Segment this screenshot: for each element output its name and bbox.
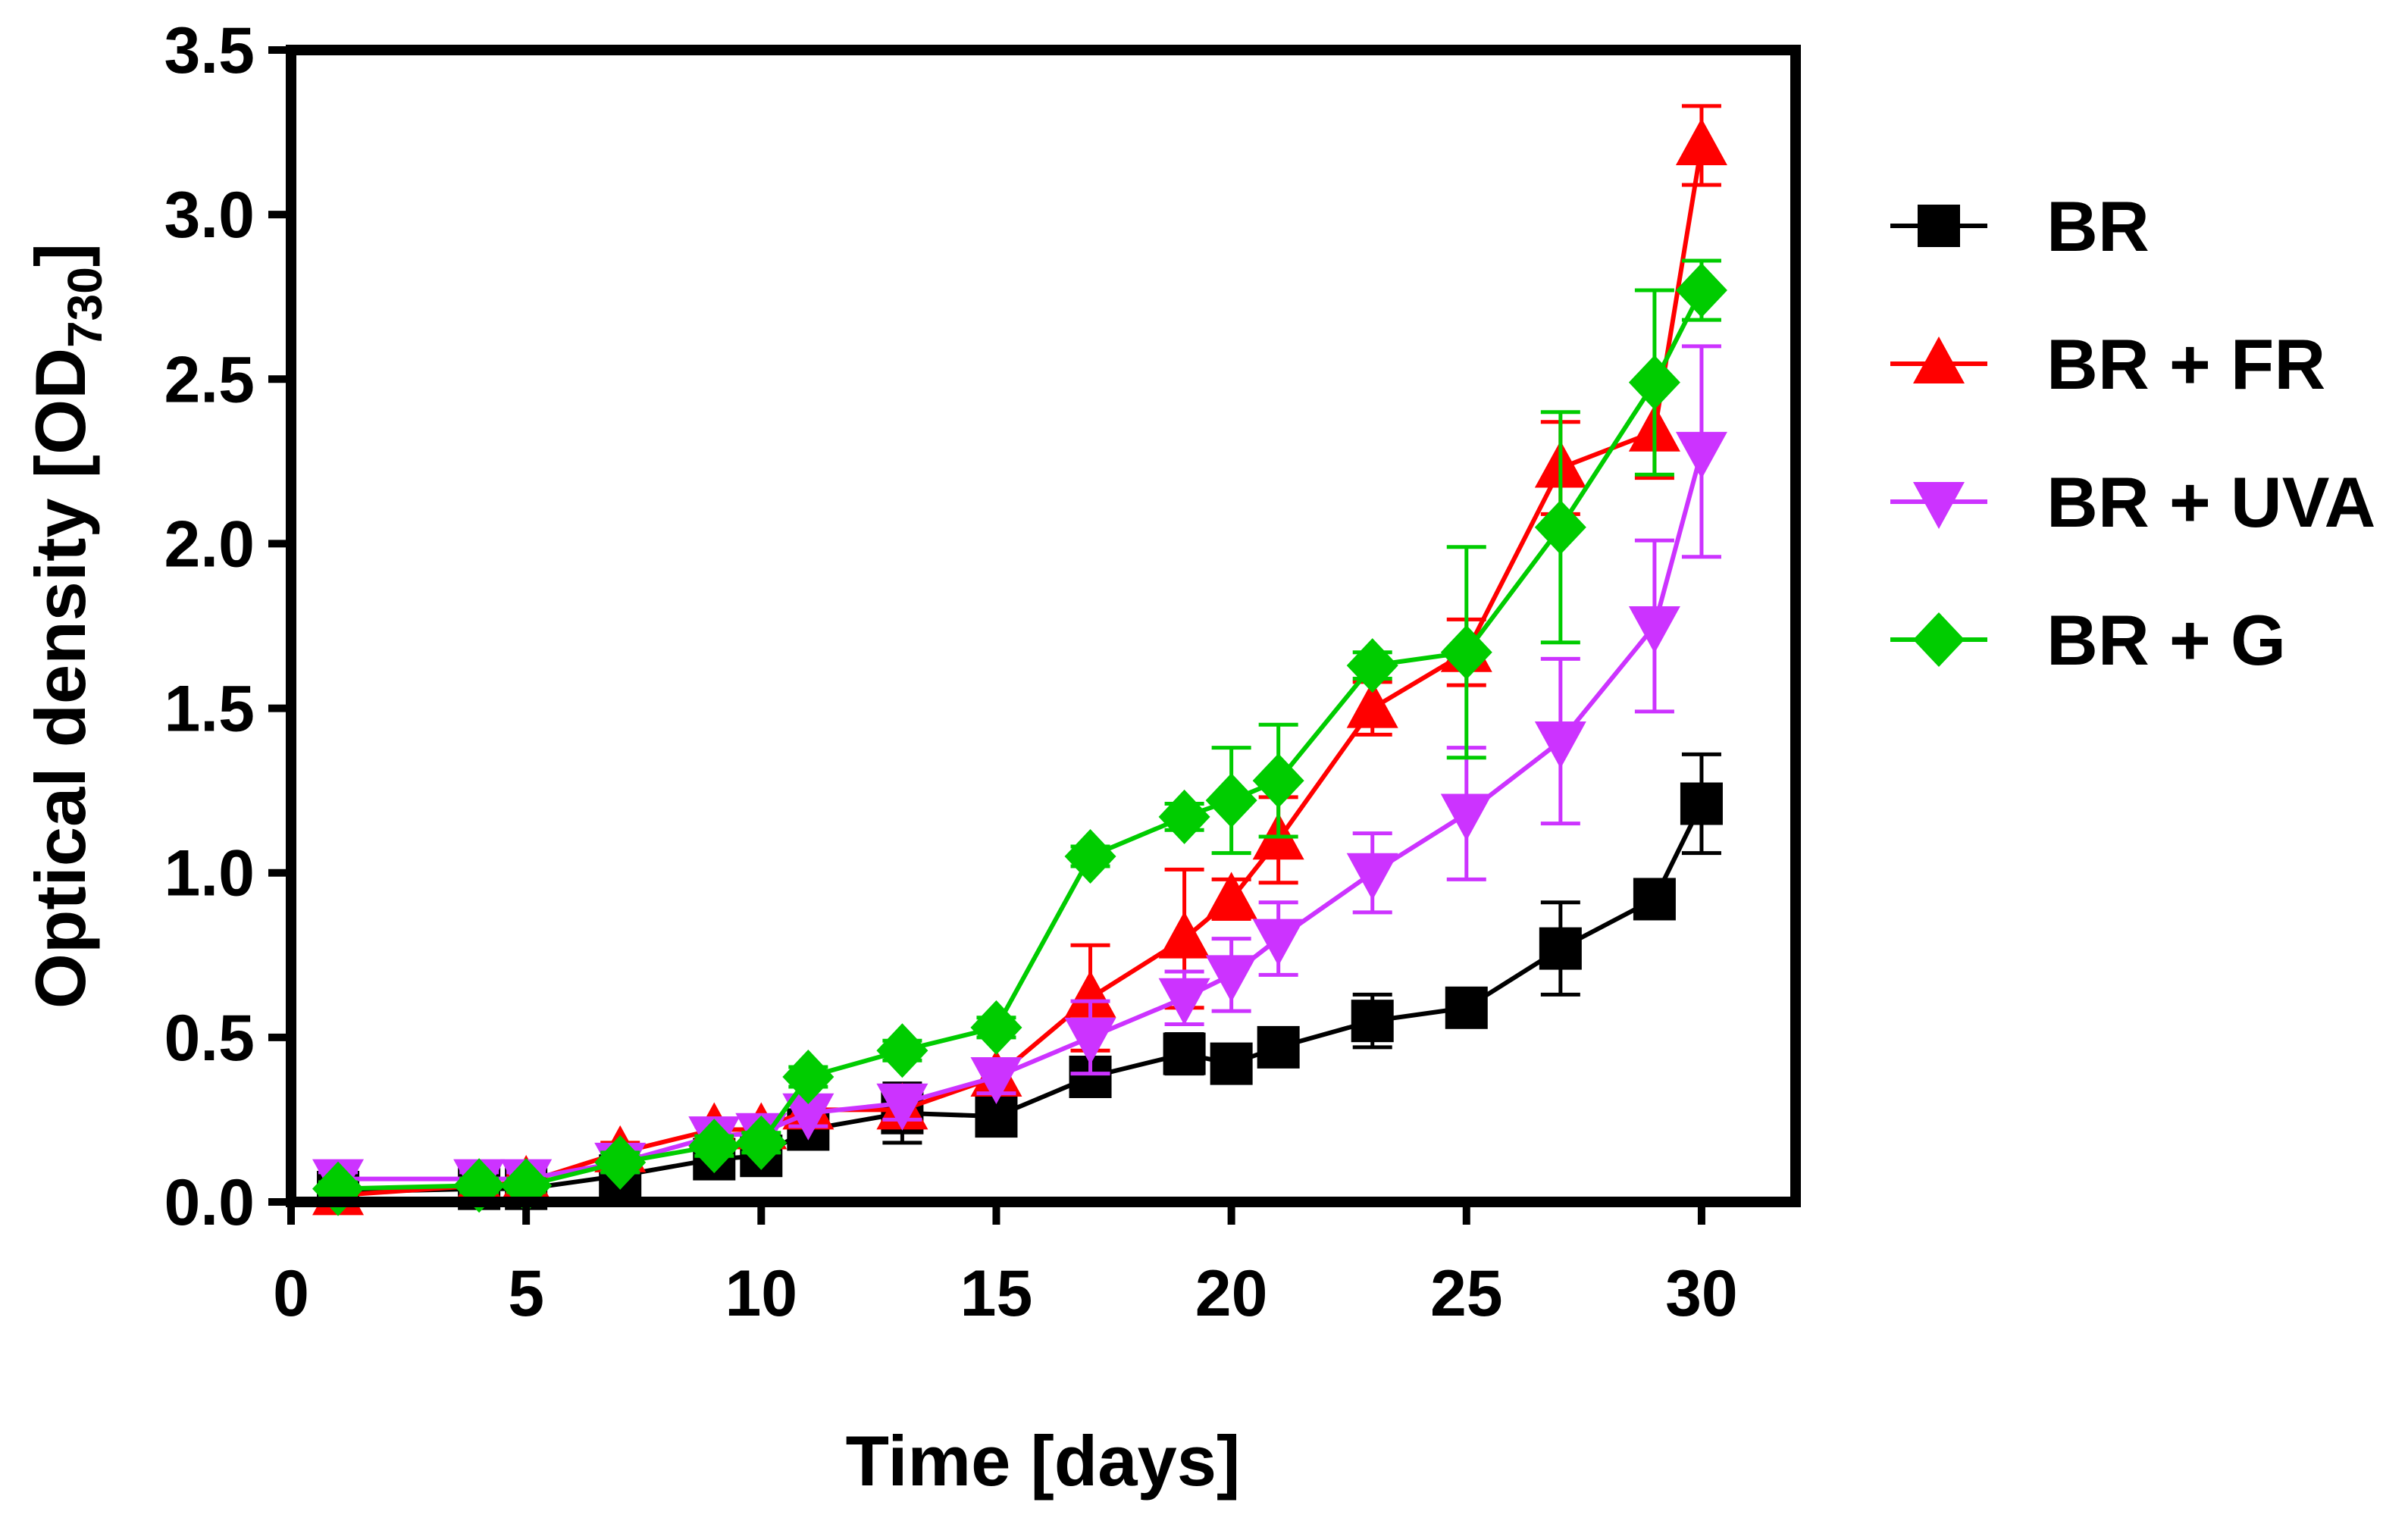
x-tick-label: 20 — [1195, 1257, 1268, 1330]
x-tick-label: 10 — [725, 1257, 797, 1330]
data-point — [1205, 773, 1257, 828]
data-point — [1252, 753, 1304, 809]
legend-label: BR + G — [2046, 600, 2286, 680]
data-point — [1675, 117, 1727, 165]
data-point — [1064, 970, 1116, 1018]
y-tick-label: 2.0 — [164, 508, 255, 581]
legend-item: BR + FR — [1890, 324, 2325, 404]
data-point — [1628, 606, 1680, 653]
y-tick-label: 1.0 — [164, 837, 255, 910]
data-point — [782, 1093, 835, 1141]
data-point — [1158, 978, 1210, 1025]
data-point — [1064, 1017, 1116, 1065]
plot-frame — [286, 45, 1801, 1207]
data-point — [1534, 721, 1586, 768]
x-tick-label: 30 — [1665, 1257, 1738, 1330]
x-tick-label: 25 — [1430, 1257, 1503, 1330]
y-tick-label: 2.5 — [164, 343, 255, 416]
data-point — [1675, 431, 1727, 479]
data-point — [1346, 638, 1398, 693]
data-point — [1158, 789, 1210, 844]
data-point — [1346, 681, 1398, 728]
data-point — [1346, 853, 1398, 900]
y-axis-label-close: ] — [20, 243, 100, 267]
data-point — [970, 1000, 1022, 1055]
data-point — [735, 1115, 788, 1170]
data-point — [1210, 1042, 1253, 1085]
data-point — [1539, 927, 1582, 970]
data-point — [1534, 499, 1586, 555]
data-point — [1445, 986, 1488, 1029]
x-tick-label: 0 — [273, 1257, 309, 1330]
data-point — [1205, 872, 1257, 919]
data-point — [594, 1134, 647, 1190]
legend-marker — [1913, 612, 1965, 667]
data-point — [1257, 1025, 1300, 1069]
series-line — [337, 289, 1704, 1191]
x-tick-label: 5 — [508, 1257, 544, 1330]
y-axis-label-subscript: 730 — [58, 267, 112, 348]
data-point — [970, 1056, 1022, 1104]
series-line — [337, 145, 1704, 1198]
series-line — [338, 451, 1704, 1181]
y-tick-label: 0.0 — [164, 1166, 255, 1239]
legend-label: BR + UVA — [2046, 462, 2375, 542]
data-point — [688, 1119, 741, 1174]
legend-marker — [1913, 336, 1965, 383]
series-br-g — [312, 258, 1727, 1216]
data-point — [876, 1083, 928, 1131]
data-point — [1163, 1032, 1206, 1075]
data-point — [1628, 355, 1680, 410]
data-point — [1675, 263, 1727, 318]
data-point — [1252, 919, 1304, 966]
data-point — [1351, 1000, 1394, 1043]
y-tick-label: 1.5 — [164, 673, 255, 746]
data-point — [876, 1023, 928, 1078]
legend-item: BR + G — [1890, 600, 2286, 680]
series-br-uva — [312, 344, 1727, 1206]
data-point — [1633, 878, 1676, 921]
data-point — [1064, 829, 1116, 884]
data-point — [1205, 955, 1257, 1003]
legend-marker — [1913, 482, 1965, 529]
y-tick-label: 3.0 — [164, 179, 255, 252]
y-axis-label: Optical density [OD730] — [20, 243, 112, 1009]
y-tick-label: 0.5 — [164, 1002, 255, 1075]
legend-item: BR — [1890, 186, 2150, 266]
series-layer — [312, 104, 1727, 1216]
data-point — [1158, 911, 1210, 959]
data-point — [1680, 782, 1723, 825]
data-point — [1440, 624, 1492, 680]
axis-layer: 0 5 10 15 20 25 30 0.0 0.5 1.0 1.5 2.0 2.5 3.0 3.5 — [164, 14, 1737, 1330]
x-tick-label: 15 — [960, 1257, 1033, 1330]
legend-label: BR — [2046, 186, 2150, 266]
legend-label: BR + FR — [2046, 324, 2325, 404]
x-axis-label: Time [days] — [846, 1421, 1241, 1501]
data-point — [1440, 793, 1492, 841]
legend: BR BR + FR BR + UVA BR + G — [1890, 186, 2375, 680]
series-br-fr — [312, 104, 1727, 1216]
y-tick-label: 3.5 — [164, 14, 255, 87]
y-axis-label-main: Optical density [OD — [20, 348, 100, 1009]
data-point — [782, 1049, 835, 1104]
series-line — [337, 803, 1704, 1194]
legend-item: BR + UVA — [1890, 462, 2375, 542]
legend-marker — [1918, 205, 1960, 247]
